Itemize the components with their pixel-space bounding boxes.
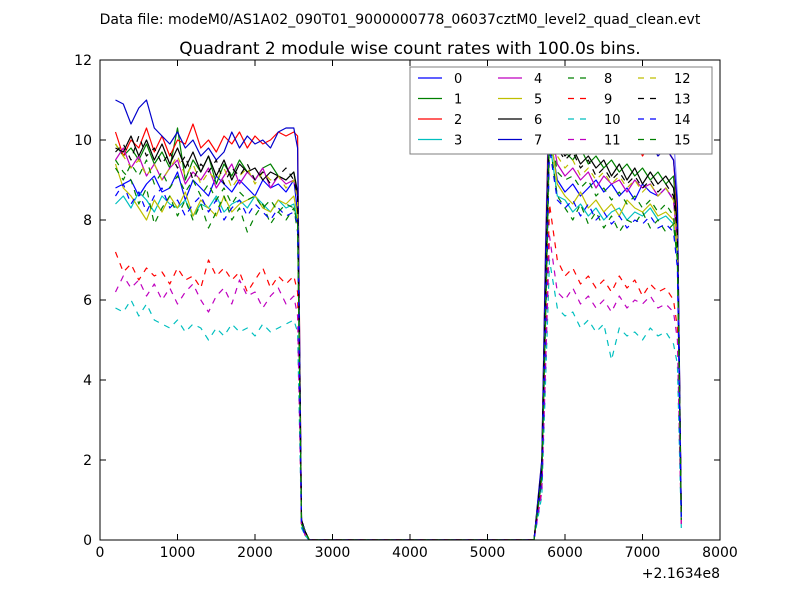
data-file-header: Data file: modeM0/AS1A02_090T01_90000007…: [100, 12, 701, 28]
series-line-6: [115, 99, 682, 540]
series-line-4: [114, 119, 682, 540]
legend-label-14: 14: [674, 113, 691, 128]
legend-label-7: 7: [534, 134, 542, 149]
series-line-14: [114, 147, 682, 540]
x-tick-label: 5000: [470, 545, 506, 561]
x-tick-label: 2000: [237, 545, 273, 561]
legend-label-1: 1: [454, 93, 462, 108]
series-line-1: [114, 107, 682, 540]
y-tick-label: 0: [83, 533, 92, 549]
legend-label-13: 13: [674, 93, 691, 108]
x-axis: 0 1000 2000 3000 4000 5000 6000 7000 8000: [96, 60, 738, 561]
series-line-9: [114, 203, 682, 540]
y-tick-label: 4: [83, 373, 92, 389]
x-tick-label: 4000: [392, 545, 428, 561]
legend-label-4: 4: [534, 72, 542, 87]
legend-label-10: 10: [604, 113, 621, 128]
legend-label-11: 11: [604, 134, 621, 149]
x-tick-label: 1000: [160, 545, 196, 561]
y-tick-label: 2: [83, 453, 92, 469]
legend-label-15: 15: [674, 134, 691, 149]
y-tick-label: 10: [74, 133, 92, 149]
x-tick-label: 8000: [702, 545, 738, 561]
series-line-0: [115, 131, 682, 540]
legend-label-2: 2: [454, 113, 462, 128]
series-line-8: [114, 139, 682, 540]
x-tick-label: 3000: [315, 545, 351, 561]
series-line-13: [115, 103, 682, 540]
chart-title: Quadrant 2 module wise count rates with …: [179, 39, 640, 59]
y-tick-label: 8: [83, 213, 92, 229]
legend-label-3: 3: [454, 134, 462, 149]
legend-label-5: 5: [534, 93, 542, 108]
series-line-15: [114, 123, 682, 540]
legend-label-6: 6: [534, 113, 542, 128]
legend-label-12: 12: [674, 72, 691, 87]
x-tick-label: 7000: [625, 545, 661, 561]
legend-label-0: 0: [454, 72, 462, 87]
legend-label-9: 9: [604, 93, 612, 108]
series-line-12: [114, 115, 682, 540]
series-layer: [114, 71, 682, 540]
series-line-11: [114, 235, 682, 540]
x-tick-label: 6000: [547, 545, 583, 561]
x-offset-label: +2.1634e8: [642, 566, 720, 582]
y-tick-label: 6: [83, 293, 92, 309]
legend-box: [409, 66, 713, 155]
y-tick-label: 12: [74, 53, 92, 69]
series-line-10: [115, 259, 682, 540]
x-tick-label: 0: [96, 545, 105, 561]
series-line-7: [115, 91, 682, 540]
legend-label-8: 8: [604, 72, 612, 87]
series-line-5: [114, 127, 682, 540]
